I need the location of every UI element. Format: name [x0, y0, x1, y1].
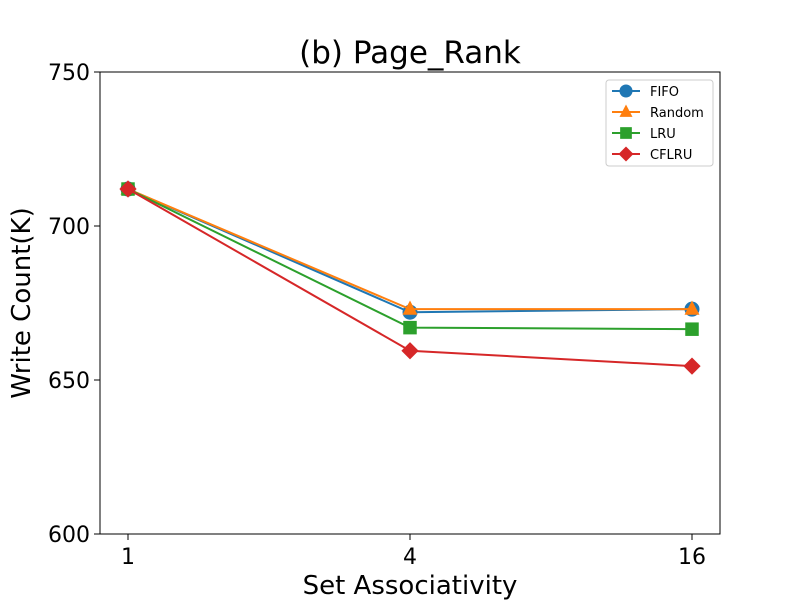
data-point-lru-marker	[403, 320, 417, 335]
x-tick-label: 4	[403, 545, 417, 570]
y-axis-title: Write Count(K)	[7, 207, 37, 398]
legend-item-lru: LRU	[612, 127, 676, 142]
legend-label: LRU	[650, 127, 676, 142]
series-layer	[119, 180, 701, 375]
legend-item-cflru: CFLRU	[612, 146, 692, 163]
series-random	[120, 180, 700, 315]
data-point-lru-marker	[685, 322, 699, 336]
series-fifo	[120, 181, 700, 320]
legend-marker	[619, 84, 633, 98]
series-line-fifo	[127, 188, 693, 314]
x-tick-label: 16	[678, 545, 706, 570]
series-cflru	[119, 180, 701, 375]
y-tick-label: 600	[48, 523, 90, 548]
legend-item-random: Random	[612, 104, 704, 121]
y-tick-label: 650	[48, 369, 90, 394]
y-tick-label: 750	[48, 61, 90, 86]
chart-title: (b) Page_Rank	[299, 35, 521, 71]
data-point-random-marker	[402, 300, 418, 315]
legend: FIFO Random LRU CFLRU	[605, 79, 714, 167]
y-axis: 600 650 700 750	[48, 61, 100, 548]
legend-marker	[618, 146, 634, 162]
x-axis: 1 4 16	[121, 534, 706, 570]
legend-label: Random	[650, 106, 704, 121]
data-point-cflru-marker	[401, 342, 419, 360]
series-line-random	[127, 188, 692, 311]
legend-label: FIFO	[650, 85, 679, 100]
x-tick-label: 1	[121, 545, 135, 570]
legend-item-fifo: FIFO	[612, 84, 679, 100]
data-point-cflru-marker	[683, 357, 701, 375]
data-point-cflru-marker	[119, 180, 137, 198]
legend-marker	[620, 127, 632, 139]
legend-marker	[619, 104, 633, 117]
x-axis-title: Set Associativity	[303, 571, 518, 600]
y-tick-label: 700	[48, 215, 90, 240]
data-point-random-marker	[684, 300, 700, 315]
legend-box	[605, 79, 714, 167]
series-line-cflru	[127, 188, 693, 368]
legend-label: CFLRU	[650, 148, 692, 163]
